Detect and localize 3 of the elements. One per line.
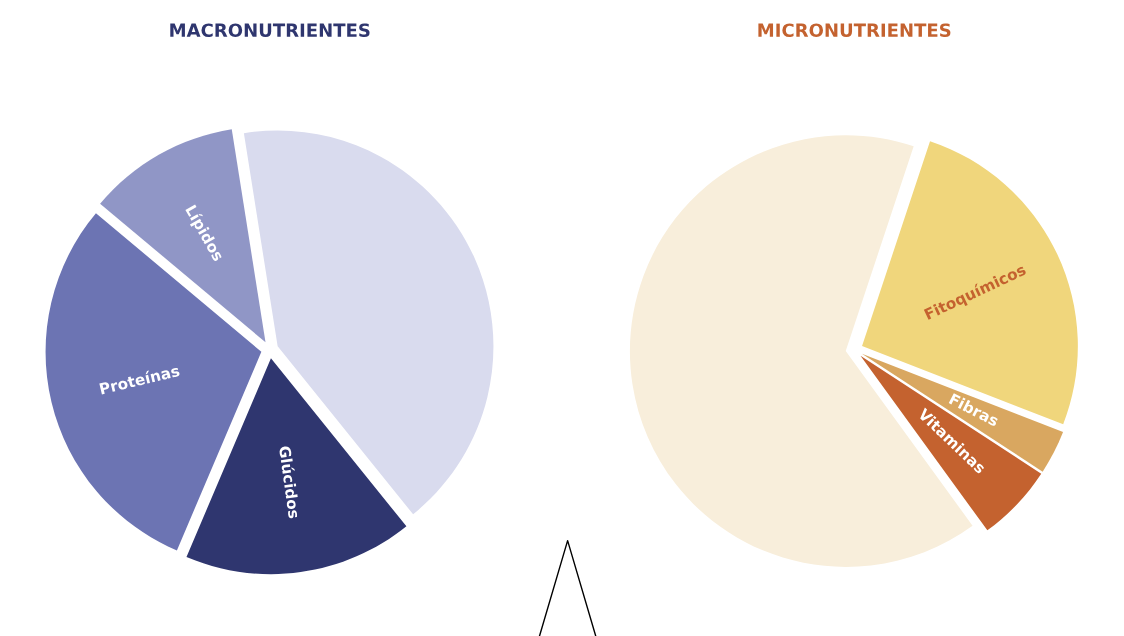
slice-label: Glúcidos xyxy=(278,445,302,519)
chart-title: MICRONUTRIENTES xyxy=(758,23,951,38)
chart-title: MACRONUTRIENTES xyxy=(170,23,370,38)
